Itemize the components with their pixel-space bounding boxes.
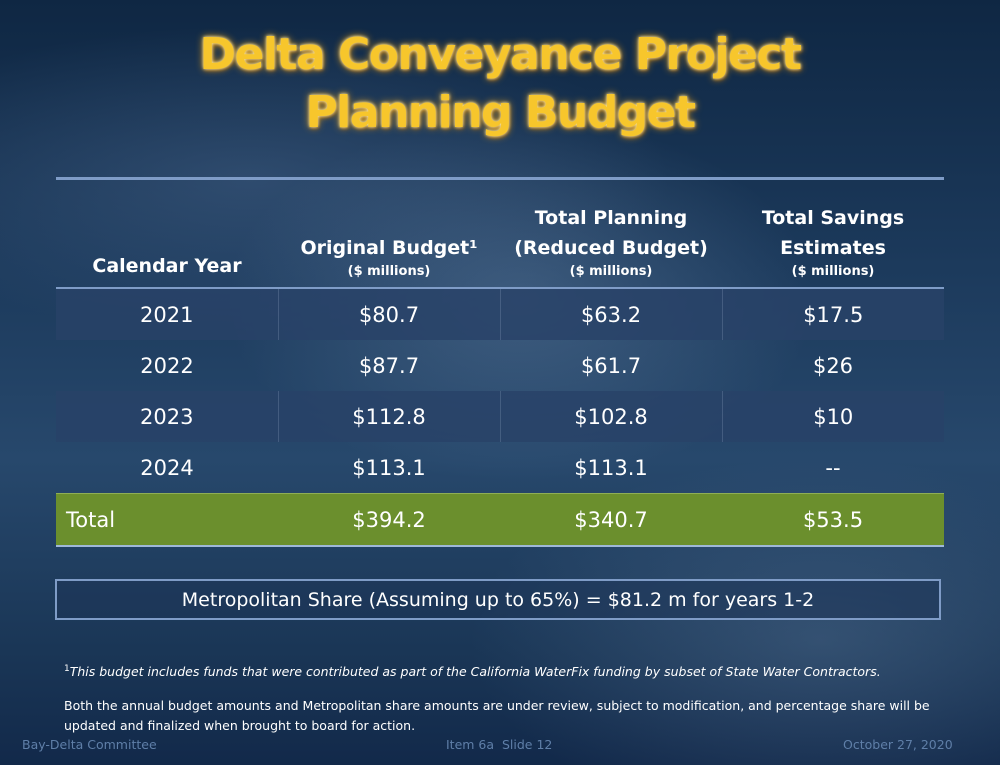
cell-original-budget: $87.7 bbox=[358, 353, 420, 378]
table-total-row: Total $394.2 $340.7 $53.5 bbox=[56, 493, 944, 547]
cell-total-planning: $102.8 bbox=[499, 391, 722, 442]
cell-original-budget: $80.7 bbox=[277, 288, 500, 340]
header-total-savings: Total Savings Estimates ($ millions) bbox=[722, 178, 944, 289]
review-note: Both the annual budget amounts and Metro… bbox=[64, 698, 930, 733]
cell-total-planning: $113.1 bbox=[574, 455, 648, 480]
cell-total-label: Total bbox=[56, 493, 278, 547]
slide-title-line1: Delta Conveyance Project bbox=[199, 29, 802, 80]
slide-title-line2: Planning Budget bbox=[305, 87, 696, 138]
cell-total-planning: $63.2 bbox=[499, 288, 722, 340]
cell-total-savings: $26 bbox=[812, 353, 854, 378]
footer-committee: Bay-Delta Committee bbox=[22, 737, 157, 752]
cell-year: 2024 bbox=[140, 455, 194, 480]
header-total-savings-line2: Estimates bbox=[780, 237, 886, 259]
cell-total-savings: -- bbox=[825, 455, 841, 480]
header-total-savings-line1: Total Savings bbox=[761, 207, 905, 229]
cell-total-total-savings: $53.5 bbox=[722, 493, 944, 547]
cell-original-budget: $112.8 bbox=[277, 391, 500, 442]
table-row: 2021 $80.7 $63.2 $17.5 bbox=[56, 288, 944, 340]
table-header-row: Calendar Year Original Budget¹ ($ millio… bbox=[56, 178, 944, 289]
budget-table: Calendar Year Original Budget¹ ($ millio… bbox=[56, 177, 944, 547]
footer-slide-number: Item 6a Slide 12 bbox=[446, 737, 553, 752]
cell-total-savings: $17.5 bbox=[721, 288, 944, 340]
footnote: 1This budget includes funds that were co… bbox=[64, 664, 964, 679]
cell-total-planning: $61.7 bbox=[580, 353, 642, 378]
table-row: 2023 $112.8 $102.8 $10 bbox=[56, 391, 944, 442]
metropolitan-share-box: Metropolitan Share (Assuming up to 65%) … bbox=[55, 579, 941, 620]
header-calendar-year-label: Calendar Year bbox=[92, 255, 242, 277]
footnote-marker: 1 bbox=[64, 664, 70, 674]
footer-date: October 27, 2020 bbox=[843, 737, 953, 752]
cell-year: 2023 bbox=[56, 391, 278, 442]
header-original-budget: Original Budget¹ ($ millions) bbox=[278, 178, 500, 289]
cell-year: 2021 bbox=[56, 288, 278, 340]
footnote-text: This budget includes funds that were con… bbox=[69, 664, 881, 680]
table-row: 2022 $87.7 $61.7 $26 bbox=[56, 340, 944, 391]
cell-total-original-budget: $394.2 bbox=[278, 493, 500, 547]
table-row: 2024 $113.1 $113.1 -- bbox=[56, 442, 944, 494]
cell-year: 2022 bbox=[140, 353, 194, 378]
slide-title: Delta Conveyance Project Planning Budget bbox=[0, 26, 1000, 142]
header-total-planning: Total Planning (Reduced Budget) ($ milli… bbox=[500, 178, 722, 289]
header-original-budget-label: Original Budget¹ bbox=[300, 237, 478, 259]
header-total-planning-line1: Total Planning bbox=[534, 207, 688, 229]
header-total-planning-unit: ($ millions) bbox=[569, 264, 653, 279]
cell-total-total-planning: $340.7 bbox=[500, 493, 722, 547]
cell-total-savings: $10 bbox=[721, 391, 944, 442]
metropolitan-share-text: Metropolitan Share (Assuming up to 65%) … bbox=[181, 589, 815, 611]
header-total-savings-unit: ($ millions) bbox=[791, 264, 875, 279]
header-calendar-year: Calendar Year bbox=[56, 178, 278, 289]
header-original-budget-unit: ($ millions) bbox=[347, 264, 431, 279]
header-total-planning-line2: (Reduced Budget) bbox=[514, 237, 708, 259]
cell-original-budget: $113.1 bbox=[352, 455, 426, 480]
